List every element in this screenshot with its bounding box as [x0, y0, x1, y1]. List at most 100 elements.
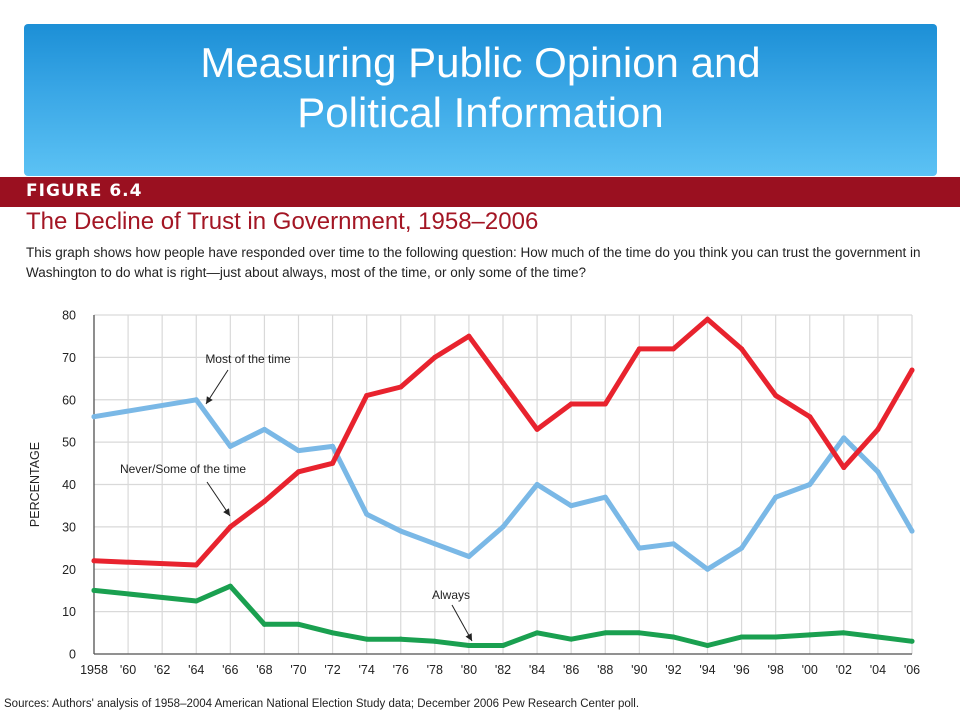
y-tick-label: 40 [62, 478, 76, 492]
x-tick-label: '74 [359, 663, 375, 677]
data-point [330, 630, 336, 636]
data-point [739, 545, 745, 551]
data-point [568, 636, 574, 642]
data-point [841, 465, 847, 471]
x-tick-label: '76 [393, 663, 409, 677]
data-point [807, 632, 813, 638]
y-tick-label: 10 [62, 605, 76, 619]
data-point [261, 498, 267, 504]
data-point [500, 524, 506, 530]
data-point [636, 545, 642, 551]
figure-description: This graph shows how people have respond… [26, 245, 921, 280]
annotation-arrowhead [465, 633, 472, 641]
x-tick-label: '98 [768, 663, 784, 677]
annotation-label: Always [432, 588, 470, 602]
data-point [534, 482, 540, 487]
annotation-label: Most of the time [205, 352, 291, 366]
data-point [739, 634, 745, 640]
x-tick-label: '64 [188, 663, 204, 677]
data-point [739, 346, 745, 352]
x-tick-label: '94 [699, 663, 715, 677]
data-point [466, 333, 472, 339]
data-point [670, 541, 676, 547]
data-point [773, 634, 779, 640]
data-point [568, 503, 574, 509]
x-tick-label: '66 [222, 663, 238, 677]
data-point [91, 414, 97, 420]
slide-title-banner: Measuring Public Opinion and Political I… [24, 24, 937, 176]
x-tick-label: '96 [733, 663, 749, 677]
data-point [875, 634, 881, 640]
data-point [807, 482, 813, 487]
x-tick-label: '88 [597, 663, 613, 677]
data-point [261, 621, 267, 627]
data-point [568, 401, 574, 407]
x-tick-label: '60 [120, 663, 136, 677]
data-point [296, 469, 301, 475]
x-tick-label: '90 [631, 663, 647, 677]
data-point [227, 583, 233, 589]
data-point [841, 630, 847, 636]
slide-title-line-1: Measuring Public Opinion and [200, 39, 761, 86]
data-point [296, 448, 301, 454]
x-tick-label: '70 [290, 663, 306, 677]
data-point [330, 443, 336, 449]
x-tick-label: '06 [904, 663, 920, 677]
data-point [193, 562, 199, 568]
x-tick-label: '78 [427, 663, 443, 677]
data-point [364, 636, 370, 642]
x-tick-label: '02 [836, 663, 852, 677]
data-point [705, 566, 710, 572]
data-point [909, 528, 915, 534]
data-point [773, 494, 779, 500]
data-point [227, 524, 233, 530]
data-point [296, 621, 301, 627]
data-point [705, 316, 710, 322]
y-tick-label: 30 [62, 520, 76, 534]
y-tick-label: 0 [69, 648, 76, 662]
figure-label: FIGURE 6.4 [26, 181, 143, 201]
data-point [602, 494, 608, 500]
data-point [773, 393, 779, 399]
data-point [466, 554, 472, 560]
data-point [398, 636, 404, 642]
x-tick-label: 1958 [80, 663, 108, 677]
data-point [398, 528, 404, 534]
data-point [534, 426, 540, 432]
annotation-arrowhead [223, 508, 230, 516]
data-point [602, 401, 608, 407]
y-tick-label: 50 [62, 436, 76, 450]
data-point [91, 558, 97, 564]
data-point [875, 426, 881, 432]
annotation-label: Never/Some of the time [120, 462, 246, 476]
x-tick-label: '04 [870, 663, 886, 677]
data-point [398, 384, 404, 390]
x-tick-label: '80 [461, 663, 477, 677]
annotation-arrowhead [206, 396, 213, 404]
y-tick-label: 70 [62, 351, 76, 365]
figure-label-bar: FIGURE 6.4 [0, 177, 960, 207]
data-point [466, 643, 472, 649]
data-point [432, 354, 438, 360]
x-tick-label: '84 [529, 663, 545, 677]
y-tick-label: 60 [62, 393, 76, 407]
figure-title: The Decline of Trust in Government, 1958… [26, 208, 539, 235]
data-point [500, 643, 506, 649]
data-point [602, 630, 608, 636]
x-tick-label: '92 [665, 663, 681, 677]
data-point [705, 643, 710, 649]
x-tick-label: '86 [563, 663, 579, 677]
data-point [670, 346, 676, 352]
data-point [193, 598, 199, 604]
data-point [841, 435, 847, 441]
x-tick-label: '00 [802, 663, 818, 677]
data-point [670, 634, 676, 640]
source-note: Sources: Authors' analysis of 1958–2004 … [4, 698, 640, 710]
x-tick-label: '68 [256, 663, 272, 677]
data-point [636, 346, 642, 352]
data-point [364, 393, 370, 399]
data-point [875, 469, 881, 475]
data-point [91, 587, 97, 593]
data-point [636, 630, 642, 636]
